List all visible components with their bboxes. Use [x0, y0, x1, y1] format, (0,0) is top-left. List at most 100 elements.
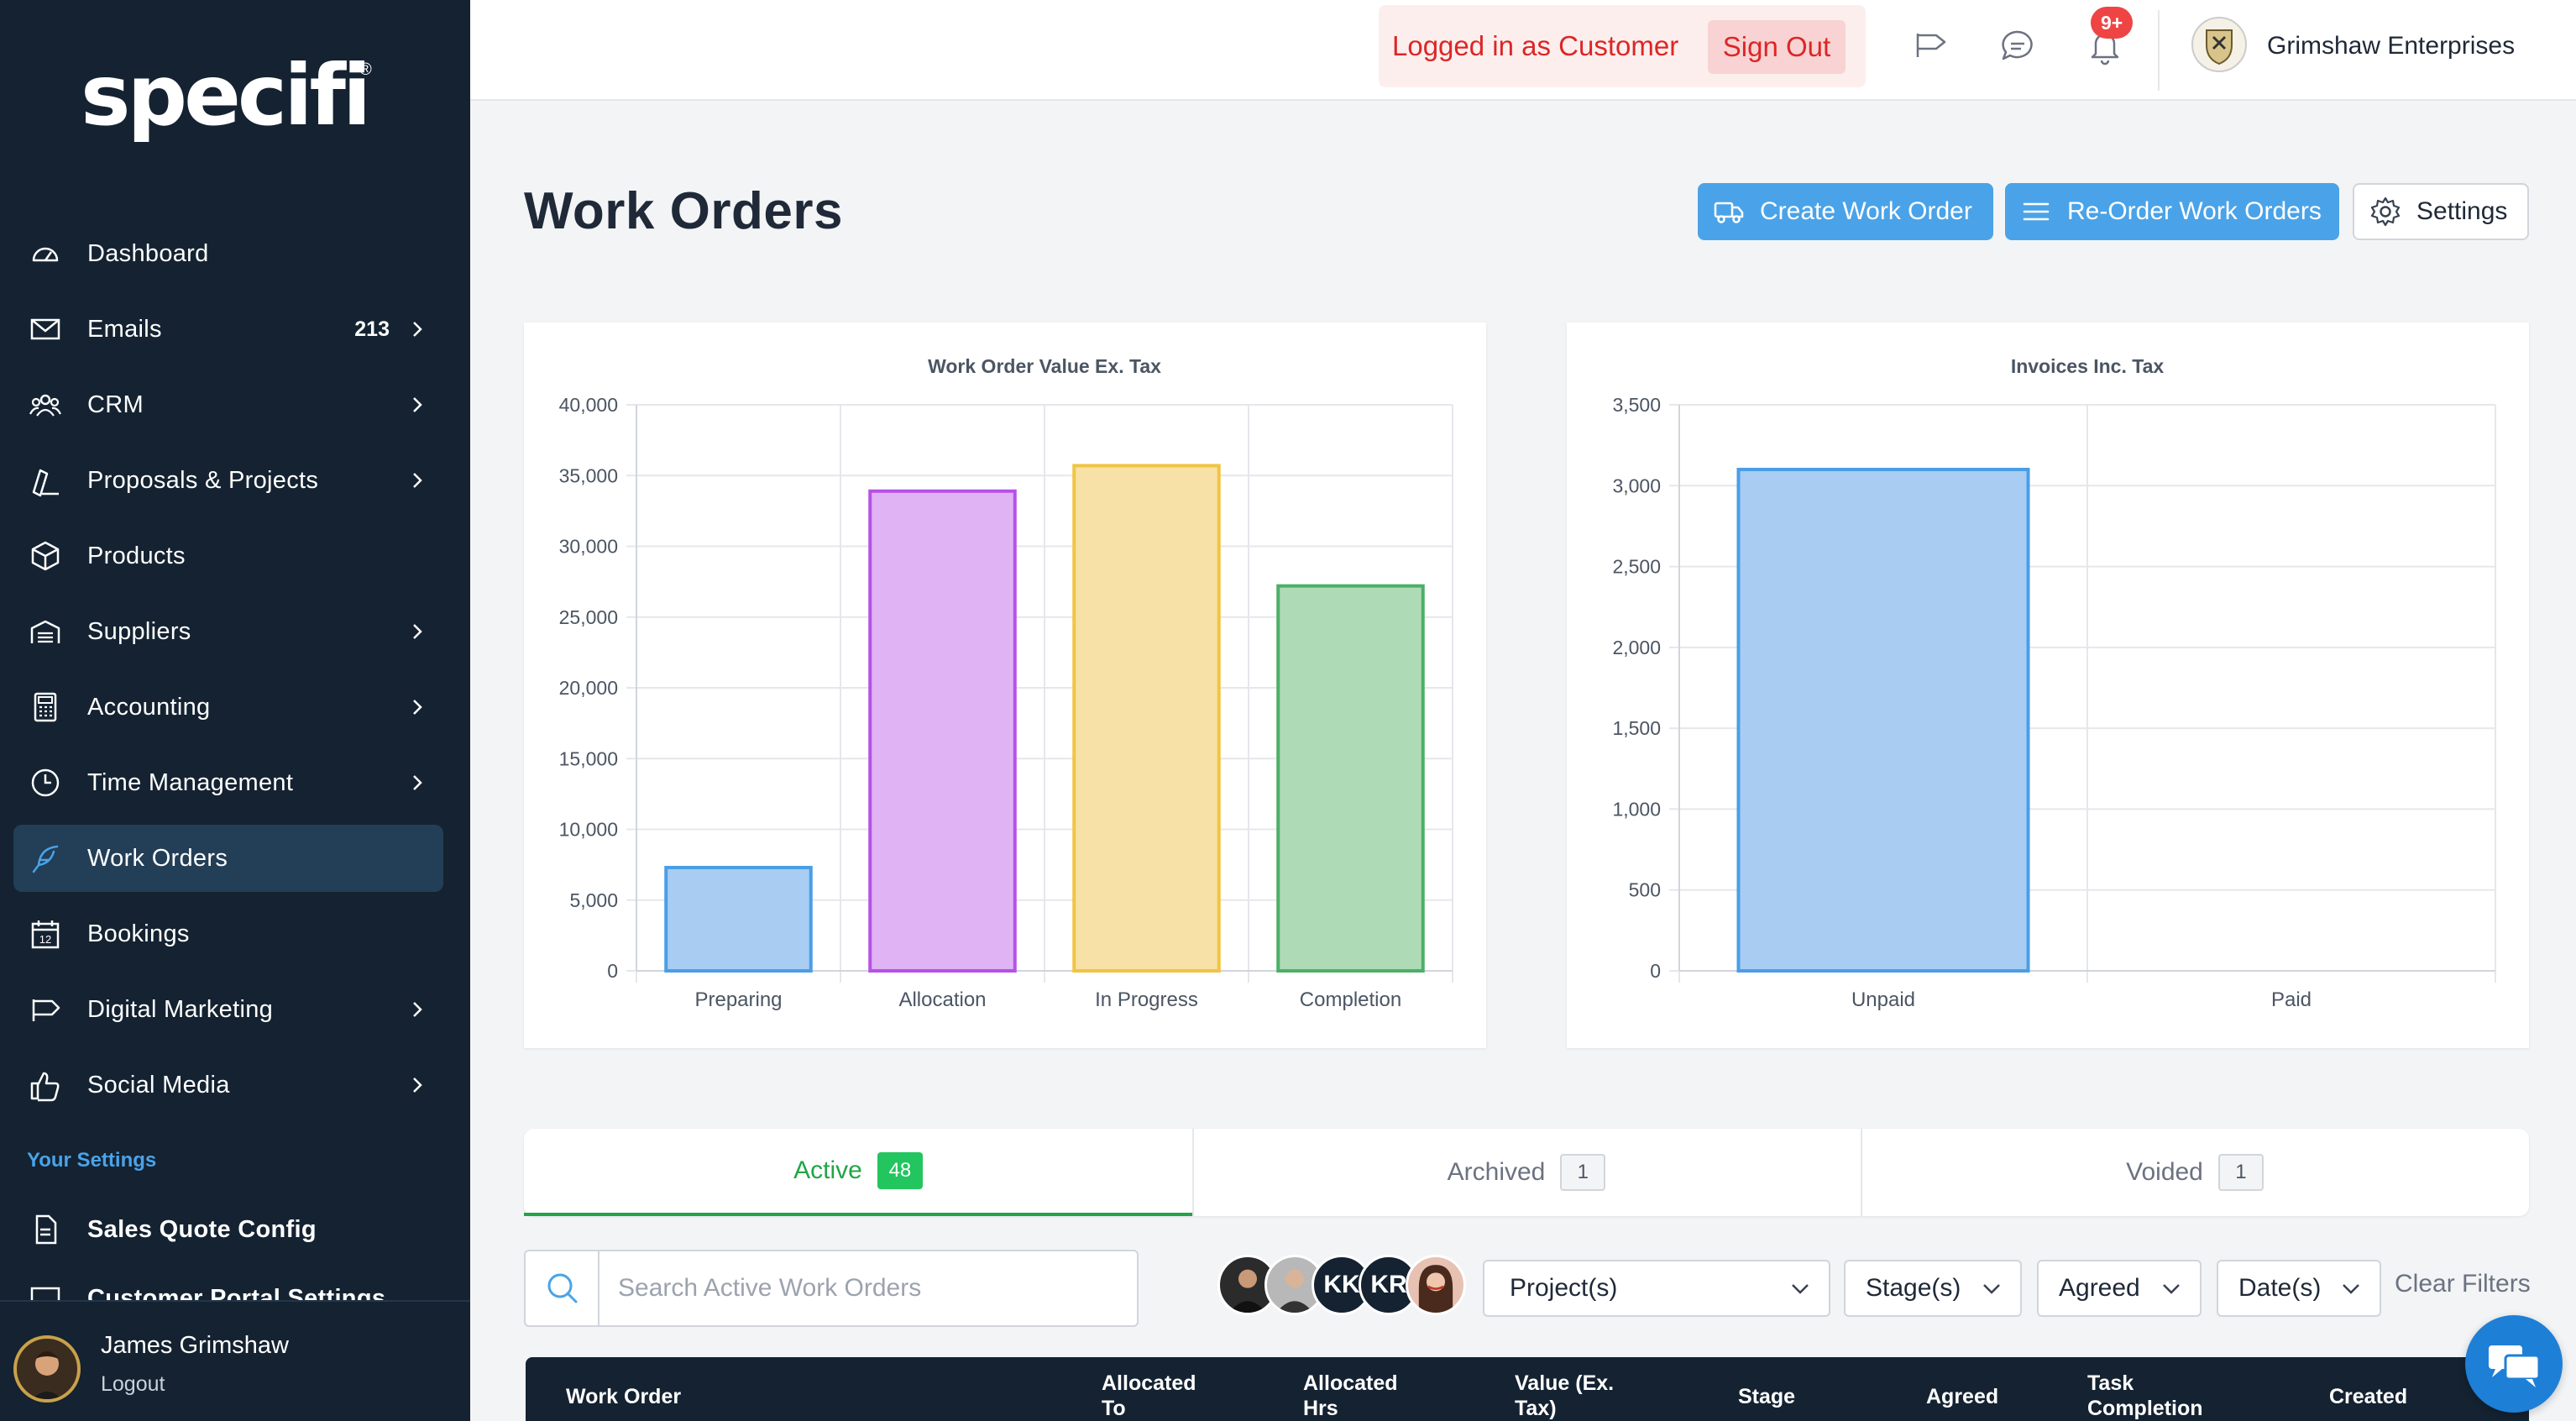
- settings-button[interactable]: Settings: [2353, 183, 2529, 240]
- top-bar: Logged in as Customer Sign Out 9+ Grimsh…: [470, 0, 2576, 101]
- dates-filter-select[interactable]: Date(s): [2217, 1260, 2381, 1317]
- x-tick-label: In Progress: [1095, 988, 1198, 1011]
- tab-divider: [1861, 1129, 1862, 1216]
- column-header-stage[interactable]: Stage: [1738, 1385, 1796, 1408]
- bar-allocation[interactable]: [868, 489, 1017, 973]
- sidebar-item-label: Work Orders: [87, 844, 228, 872]
- sidebar-item-sales-quote-config[interactable]: Sales Quote Config: [13, 1196, 443, 1263]
- x-tick-label: Paid: [2271, 988, 2312, 1011]
- tab-voided[interactable]: Voided 1: [1861, 1129, 2529, 1216]
- megaphone-icon[interactable]: [1913, 27, 1951, 66]
- column-header-task-completion[interactable]: Task Completion: [2087, 1371, 2203, 1420]
- calendar-icon: 12: [31, 920, 60, 949]
- sidebar-item-emails[interactable]: Emails 213: [13, 296, 443, 363]
- tab-count-badge: 1: [1560, 1154, 1606, 1191]
- person-photo-icon: [1229, 1269, 1266, 1313]
- company-name[interactable]: Grimshaw Enterprises: [2267, 32, 2516, 60]
- sidebar-item-accounting[interactable]: Accounting: [13, 674, 443, 741]
- monitor-icon: [30, 1287, 60, 1300]
- sidebar-item-crm[interactable]: CRM: [13, 371, 443, 438]
- invoices-chart: Invoices Inc. Tax 0 500 1,000 1,500 2,000 2,50…: [1612, 355, 2496, 1011]
- sidebar-item-label: Dashboard: [87, 239, 209, 267]
- menu-lines-icon: [2023, 202, 2050, 221]
- sidebar-item-proposals-projects[interactable]: Proposals & Projects: [13, 447, 443, 514]
- reorder-work-orders-label: Re-Order Work Orders: [2067, 197, 2322, 225]
- chevron-down-icon: [1983, 1284, 2000, 1294]
- y-tick-label: 3,000: [1612, 475, 1661, 496]
- company-crest-logo[interactable]: [2191, 17, 2247, 72]
- logo-registered-mark: ®: [359, 60, 372, 79]
- calculator-icon: [34, 692, 57, 722]
- create-work-order-button[interactable]: Create Work Order: [1698, 183, 1993, 240]
- agreed-filter-label: Agreed: [2059, 1274, 2140, 1302]
- assignee-avatar-kr[interactable]: KR: [1359, 1255, 1419, 1315]
- y-tick-label: 40,000: [559, 394, 618, 416]
- chevron-right-icon: [413, 1078, 422, 1093]
- tab-count-badge: 48: [877, 1152, 923, 1189]
- sidebar-item-dashboard[interactable]: Dashboard: [13, 220, 443, 287]
- sidebar-item-time-management[interactable]: Time Management: [13, 749, 443, 816]
- column-header-value[interactable]: Value (Ex. Tax): [1515, 1371, 1615, 1420]
- sign-out-button[interactable]: Sign Out: [1708, 20, 1846, 74]
- y-tick-label: 1,000: [1612, 798, 1661, 820]
- sidebar-item-social-media[interactable]: Social Media: [13, 1051, 443, 1119]
- stages-filter-select[interactable]: Stage(s): [1844, 1260, 2022, 1317]
- sidebar-item-customer-portal-settings[interactable]: Customer Portal Settings: [13, 1265, 443, 1300]
- column-header-allocated-to[interactable]: Allocated To: [1102, 1371, 1196, 1420]
- assignee-avatar[interactable]: [1406, 1255, 1466, 1315]
- sidebar-item-label: Customer Portal Settings: [87, 1285, 386, 1300]
- agreed-filter-select[interactable]: Agreed: [2037, 1260, 2202, 1317]
- sidebar-item-products[interactable]: Products: [13, 522, 443, 590]
- user-avatar[interactable]: [13, 1335, 81, 1403]
- chevron-down-icon: [1792, 1284, 1809, 1294]
- invoices-chart-card: Invoices Inc. Tax 0 500 1,000 1,500 2,000 2,50…: [1567, 322, 2529, 1048]
- bar-unpaid[interactable]: [1736, 468, 2030, 973]
- tab-active[interactable]: Active 48: [524, 1129, 1192, 1216]
- logout-link[interactable]: Logout: [101, 1372, 165, 1396]
- chat-icon: [2489, 1345, 2541, 1387]
- tab-label: Archived: [1447, 1158, 1546, 1186]
- create-work-order-label: Create Work Order: [1760, 197, 1972, 225]
- sidebar-item-digital-marketing[interactable]: Digital Marketing: [13, 976, 443, 1043]
- column-header-agreed[interactable]: Agreed: [1926, 1385, 1999, 1408]
- work-order-value-chart-card: Work Order Value Ex. Tax 0 5,000 10,000 15,0…: [524, 322, 1486, 1048]
- sidebar-item-label: Accounting: [87, 693, 211, 721]
- assignee-avatar-kk[interactable]: KK: [1312, 1255, 1372, 1315]
- search-input[interactable]: [618, 1268, 1122, 1308]
- clear-filters-link[interactable]: Clear Filters: [2395, 1270, 2531, 1298]
- x-tick-label: Completion: [1300, 988, 1401, 1011]
- bar-in-progress[interactable]: [1072, 464, 1221, 973]
- bar-preparing[interactable]: [664, 865, 813, 973]
- column-header-created[interactable]: Created: [2329, 1385, 2408, 1408]
- y-tick-label: 15,000: [559, 747, 618, 769]
- live-chat-button[interactable]: [2465, 1315, 2563, 1413]
- reorder-work-orders-button[interactable]: Re-Order Work Orders: [2005, 183, 2339, 240]
- logo-wordmark: specifi: [81, 46, 371, 144]
- y-tick-label: 2,000: [1612, 637, 1661, 658]
- chevron-right-icon: [413, 397, 422, 412]
- chart-title: Work Order Value Ex. Tax: [928, 355, 1161, 377]
- search-button[interactable]: [526, 1251, 599, 1325]
- work-orders-table-header: Work Order Allocated To Allocated Hrs Va…: [526, 1357, 2529, 1421]
- projects-filter-select[interactable]: Project(s): [1483, 1260, 1830, 1317]
- column-header-allocated-hrs[interactable]: Allocated Hrs: [1303, 1371, 1398, 1420]
- sidebar-item-work-orders[interactable]: Work Orders: [13, 825, 443, 892]
- tab-divider: [1192, 1129, 1194, 1216]
- thumbs-up-icon: [30, 1072, 60, 1102]
- sidebar-item-suppliers[interactable]: Suppliers: [13, 598, 443, 665]
- chat-bubble-icon[interactable]: [1998, 27, 2037, 66]
- y-tick-label: 20,000: [559, 677, 618, 699]
- column-header-work-order[interactable]: Work Order: [566, 1385, 682, 1408]
- y-tick-label: 30,000: [559, 536, 618, 558]
- y-tick-label: 35,000: [559, 464, 618, 486]
- person-photo-icon: [32, 1351, 62, 1399]
- sidebar-item-bookings[interactable]: 12 Bookings: [13, 900, 443, 967]
- specifi-logo[interactable]: specifi ®: [81, 54, 383, 163]
- tab-archived[interactable]: Archived 1: [1192, 1129, 1861, 1216]
- login-status-text: Logged in as Customer: [1392, 30, 1679, 61]
- person-photo-icon: [1418, 1265, 1453, 1313]
- bar-completion[interactable]: [1276, 584, 1425, 973]
- y-tick-label: 500: [1629, 879, 1661, 901]
- settings-label: Settings: [2416, 197, 2508, 225]
- sidebar-item-label: CRM: [87, 391, 144, 418]
